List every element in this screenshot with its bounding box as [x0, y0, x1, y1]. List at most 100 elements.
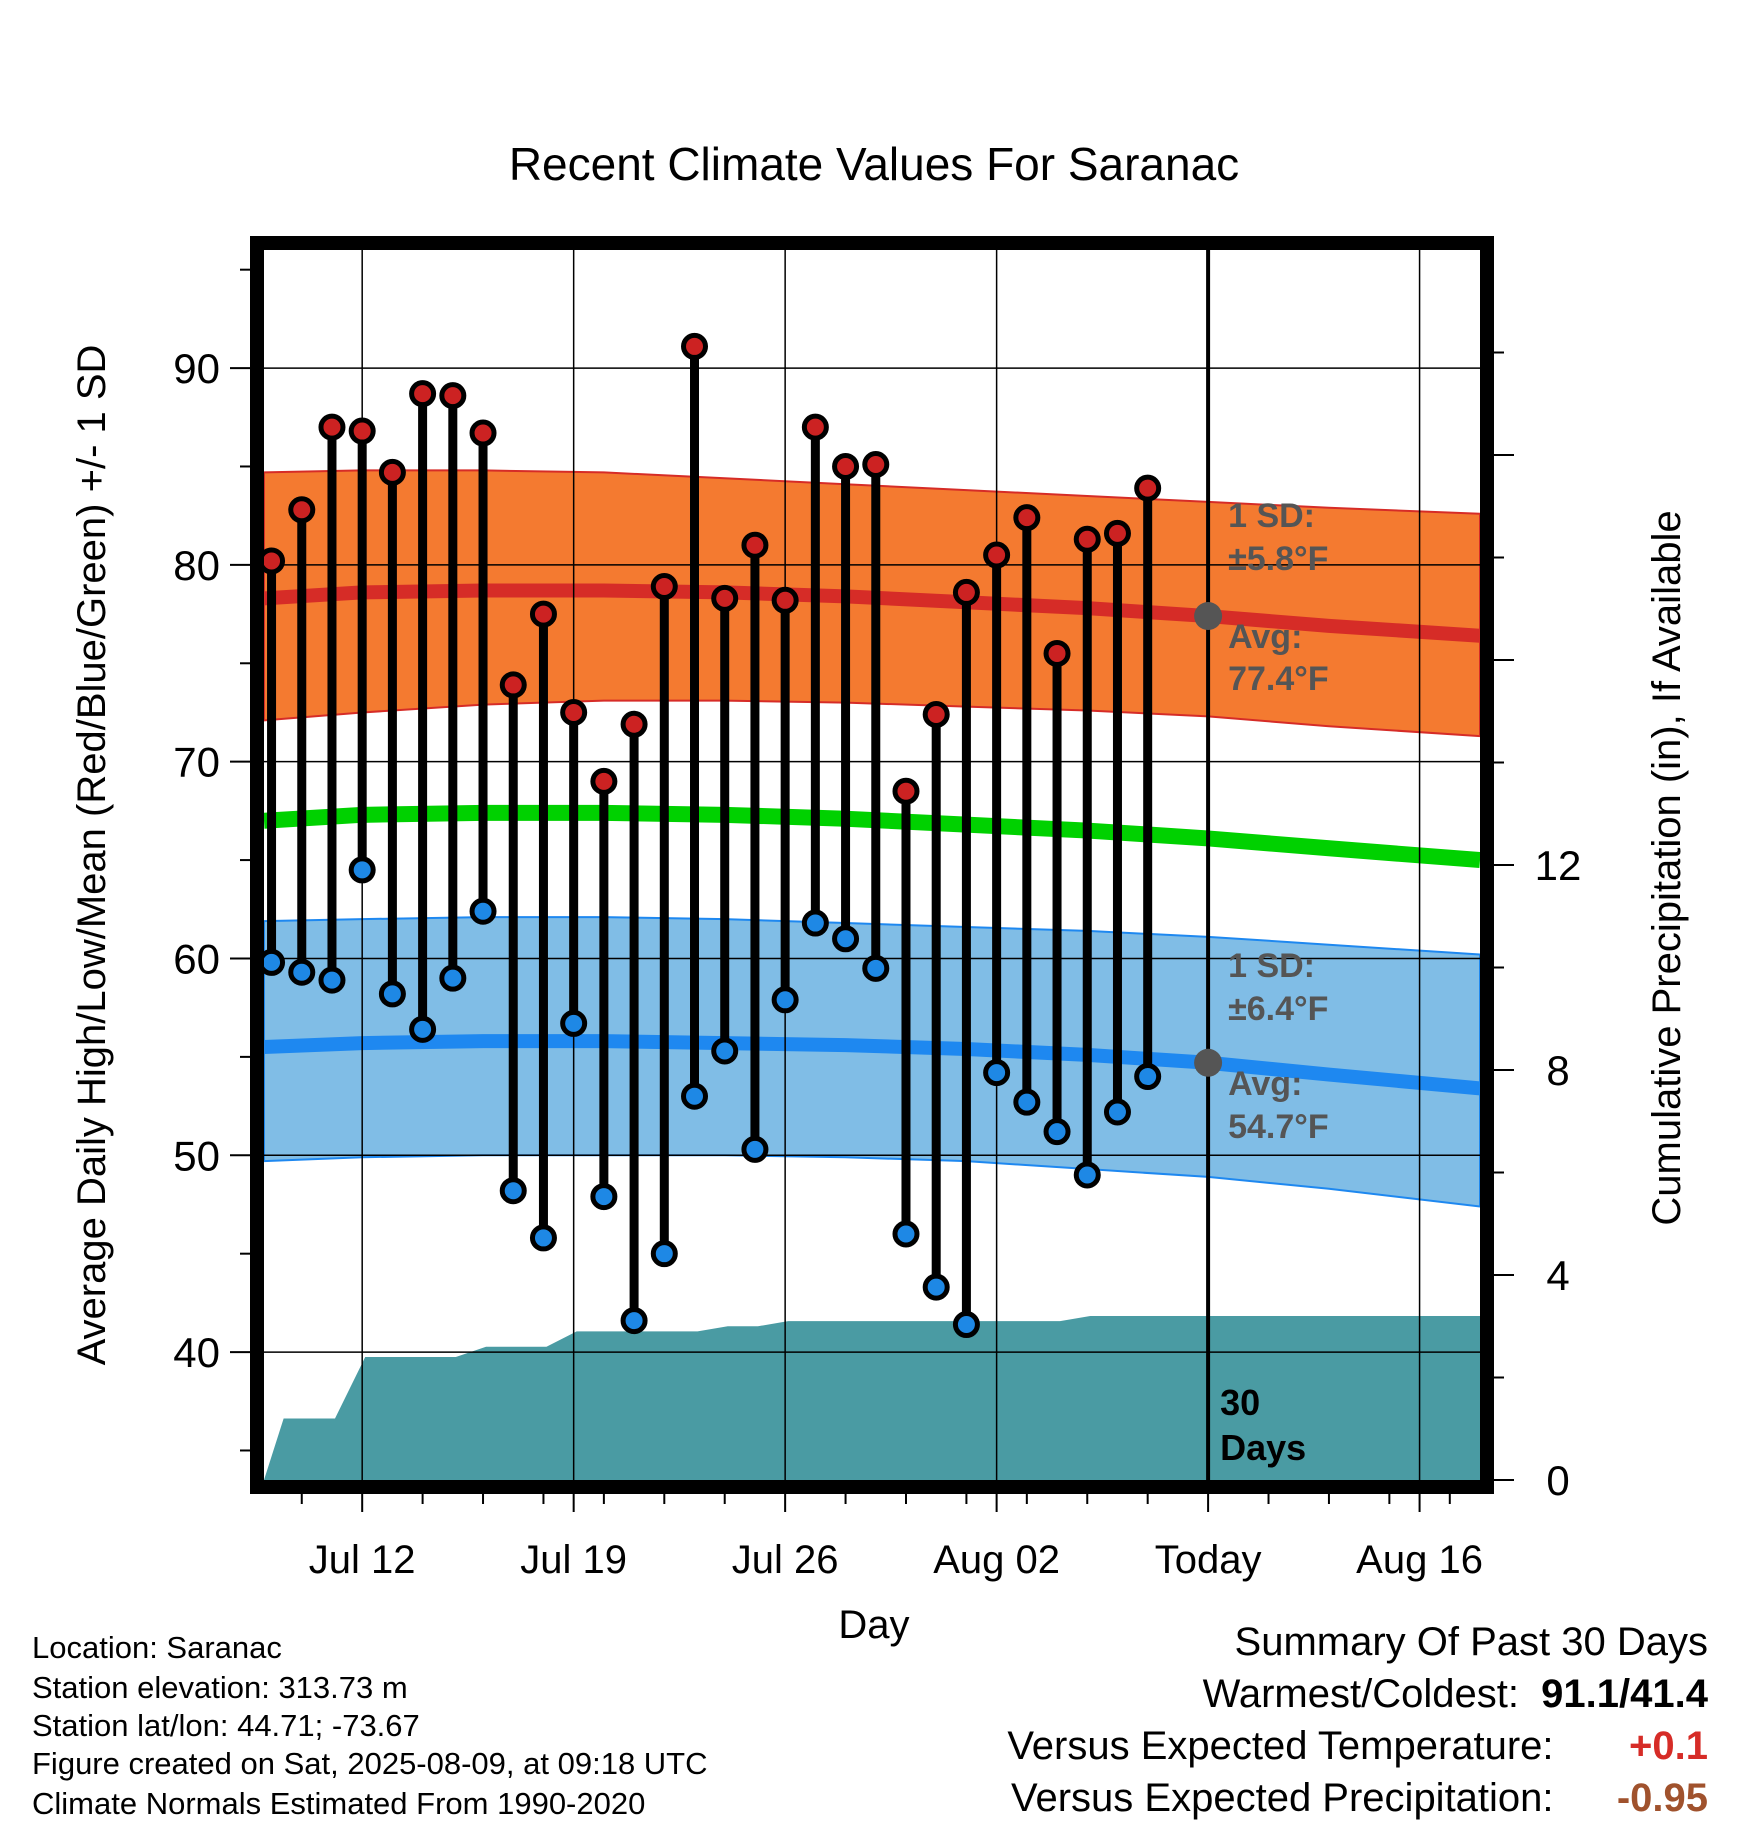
low-temp-point	[862, 954, 890, 982]
low-temp-point	[620, 1307, 648, 1335]
high-temp-point	[892, 777, 920, 805]
summary-warmest-value: 91.1/41.4	[1541, 1672, 1708, 1716]
summary-precip-label: Versus Expected Precipitation:	[1011, 1776, 1554, 1820]
low-temp-point	[771, 986, 799, 1014]
y-tick-label: 80	[173, 542, 220, 589]
location-text: Location: Saranac	[32, 1630, 282, 1665]
summary-temp-row: Versus Expected Temperature: +0.1	[1007, 1724, 1708, 1769]
summary-title: Summary Of Past 30 Days	[1234, 1620, 1708, 1664]
low-temp-point	[1103, 1098, 1131, 1126]
low-temp-point	[1013, 1088, 1041, 1116]
high-temp-point	[771, 586, 799, 614]
summary-temp-label: Versus Expected Temperature:	[1007, 1724, 1554, 1768]
high-temp-point	[1013, 504, 1041, 532]
high-temp-point	[409, 380, 437, 408]
high-temp-point	[741, 531, 769, 559]
high-sd-value: ±5.8°F	[1228, 540, 1328, 578]
plot-area	[264, 250, 1480, 1480]
low-temp-point	[288, 958, 316, 986]
low-temp-point	[348, 856, 376, 884]
high-temp-point	[469, 419, 497, 447]
plot-frame	[250, 236, 1494, 1494]
x-tick-label: Jul 19	[520, 1538, 627, 1582]
high-temp-point	[560, 698, 588, 726]
low-sd-label: 1 SD:	[1228, 947, 1315, 985]
high-temp-point	[681, 332, 709, 360]
low-temp-point	[1134, 1063, 1162, 1091]
high-temp-point	[318, 413, 346, 441]
high-temp-point	[620, 710, 648, 738]
chart-title: Recent Climate Values For Saranac	[509, 138, 1239, 190]
low-temp-point	[650, 1240, 678, 1268]
high-temp-point	[862, 451, 890, 479]
high-temp-point	[1103, 519, 1131, 547]
low-temp-point	[681, 1082, 709, 1110]
summary-temp-value: +0.1	[1629, 1724, 1708, 1768]
low-temp-point	[590, 1183, 618, 1211]
high-temp-point	[264, 547, 286, 575]
low-temp-point	[318, 966, 346, 994]
low-temp-point	[952, 1311, 980, 1339]
low-sd-value: ±6.4°F	[1228, 990, 1328, 1028]
low-temp-point	[409, 1015, 437, 1043]
y-tick-label: 50	[173, 1132, 220, 1179]
high-temp-point	[1134, 474, 1162, 502]
summary-warmest-label: Warmest/Coldest:	[1202, 1672, 1519, 1716]
created-text: Figure created on Sat, 2025-08-09, at 09…	[32, 1746, 708, 1781]
summary-precip-row: Versus Expected Precipitation: -0.95	[1011, 1776, 1708, 1821]
y-tick-label: 60	[173, 935, 220, 982]
y-tick-label: 90	[173, 345, 220, 392]
y-tick-label: 70	[173, 739, 220, 786]
elevation-text: Station elevation: 313.73 m	[32, 1670, 408, 1705]
days-word-label: Days	[1220, 1427, 1306, 1468]
low-temp-point	[560, 1009, 588, 1037]
precip-area	[264, 1316, 1480, 1480]
high-temp-point	[529, 600, 557, 628]
high-avg-value: 77.4°F	[1228, 660, 1329, 698]
high-temp-point	[590, 767, 618, 795]
low-avg-value: 54.7°F	[1228, 1108, 1329, 1146]
high-temp-point	[711, 584, 739, 612]
high-temp-point	[288, 496, 316, 524]
y2-tick-label: 12	[1535, 842, 1582, 889]
low-temp-point	[741, 1135, 769, 1163]
high-temp-point	[801, 413, 829, 441]
high-temp-point	[983, 541, 1011, 569]
low-temp-point	[529, 1224, 557, 1252]
x-tick-label: Aug 16	[1356, 1538, 1483, 1582]
low-temp-point	[499, 1177, 527, 1205]
low-avg-label: Avg:	[1228, 1065, 1302, 1103]
x-tick-label: Today	[1155, 1538, 1262, 1582]
today-high-avg-marker	[1194, 602, 1223, 631]
latlon-text: Station lat/lon: 44.71; -73.67	[32, 1708, 420, 1743]
low-temp-point	[983, 1059, 1011, 1087]
high-temp-point	[650, 573, 678, 601]
days-count-label: 30	[1220, 1382, 1260, 1423]
high-temp-point	[832, 452, 860, 480]
y2-axis-label: Cumulative Precipitation (in), If Availa…	[1645, 510, 1689, 1225]
normal-low-line	[264, 1034, 1480, 1096]
high-temp-point	[1073, 525, 1101, 553]
high-temp-point	[952, 578, 980, 606]
low-temp-point	[832, 925, 860, 953]
high-temp-point	[439, 382, 467, 410]
low-temp-point	[1073, 1161, 1101, 1189]
x-tick-label: Jul 26	[732, 1538, 839, 1582]
high-temp-point	[1043, 639, 1071, 667]
high-temp-point	[499, 671, 527, 699]
y2-tick-label: 0	[1546, 1457, 1569, 1504]
low-temp-point	[1043, 1118, 1071, 1146]
low-temp-point	[922, 1273, 950, 1301]
today-low-avg-marker	[1194, 1048, 1223, 1077]
low-temp-point	[378, 980, 406, 1008]
high-sd-label: 1 SD:	[1228, 497, 1315, 535]
summary-precip-value: -0.95	[1616, 1776, 1708, 1820]
high-avg-label: Avg:	[1228, 618, 1302, 656]
low-temp-point	[264, 948, 286, 976]
high-temp-point	[378, 458, 406, 486]
y2-tick-label: 4	[1546, 1252, 1569, 1299]
low-temp-point	[801, 909, 829, 937]
x-tick-label: Aug 02	[933, 1538, 1060, 1582]
x-tick-label: Jul 12	[309, 1538, 416, 1582]
high-temp-point	[348, 417, 376, 445]
